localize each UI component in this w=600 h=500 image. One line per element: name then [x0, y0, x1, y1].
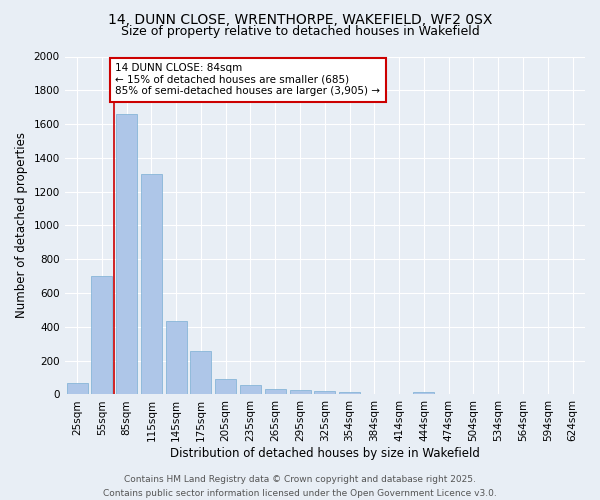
Bar — [166, 321, 187, 394]
Bar — [190, 352, 211, 395]
Text: Size of property relative to detached houses in Wakefield: Size of property relative to detached ho… — [121, 25, 479, 38]
Bar — [290, 390, 311, 394]
Bar — [141, 174, 162, 394]
Y-axis label: Number of detached properties: Number of detached properties — [15, 132, 28, 318]
Bar — [116, 114, 137, 394]
Bar — [240, 385, 261, 394]
Bar — [215, 380, 236, 394]
Bar — [413, 392, 434, 394]
Bar — [67, 384, 88, 394]
Bar — [91, 276, 112, 394]
Bar — [339, 392, 360, 394]
Text: Contains HM Land Registry data © Crown copyright and database right 2025.
Contai: Contains HM Land Registry data © Crown c… — [103, 476, 497, 498]
Text: 14 DUNN CLOSE: 84sqm
← 15% of detached houses are smaller (685)
85% of semi-deta: 14 DUNN CLOSE: 84sqm ← 15% of detached h… — [115, 64, 380, 96]
Bar — [314, 391, 335, 394]
X-axis label: Distribution of detached houses by size in Wakefield: Distribution of detached houses by size … — [170, 447, 480, 460]
Bar — [265, 388, 286, 394]
Text: 14, DUNN CLOSE, WRENTHORPE, WAKEFIELD, WF2 0SX: 14, DUNN CLOSE, WRENTHORPE, WAKEFIELD, W… — [108, 12, 492, 26]
